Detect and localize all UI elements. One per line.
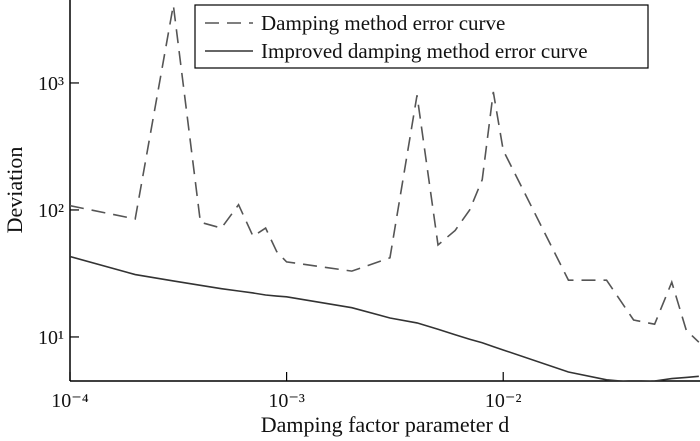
y-tick-label: 10³ [38,73,64,95]
y-tick-label: 10¹ [38,327,64,349]
x-tick-label: 10⁻⁴ [51,390,89,412]
y-tick-label: 10² [38,200,64,222]
line-series [70,255,699,381]
line-series [70,4,700,343]
x-tick-label: 10⁻³ [268,390,305,412]
plot-area [70,4,700,381]
legend-box [194,4,649,69]
x-tick-label: 10⁻² [485,390,522,412]
legend-label: Improved damping method error curve [261,39,588,63]
y-axis-label: Deviation [2,147,27,234]
x-axis-label: Damping factor parameter d [261,412,510,437]
legend-label: Damping method error curve [261,11,505,35]
